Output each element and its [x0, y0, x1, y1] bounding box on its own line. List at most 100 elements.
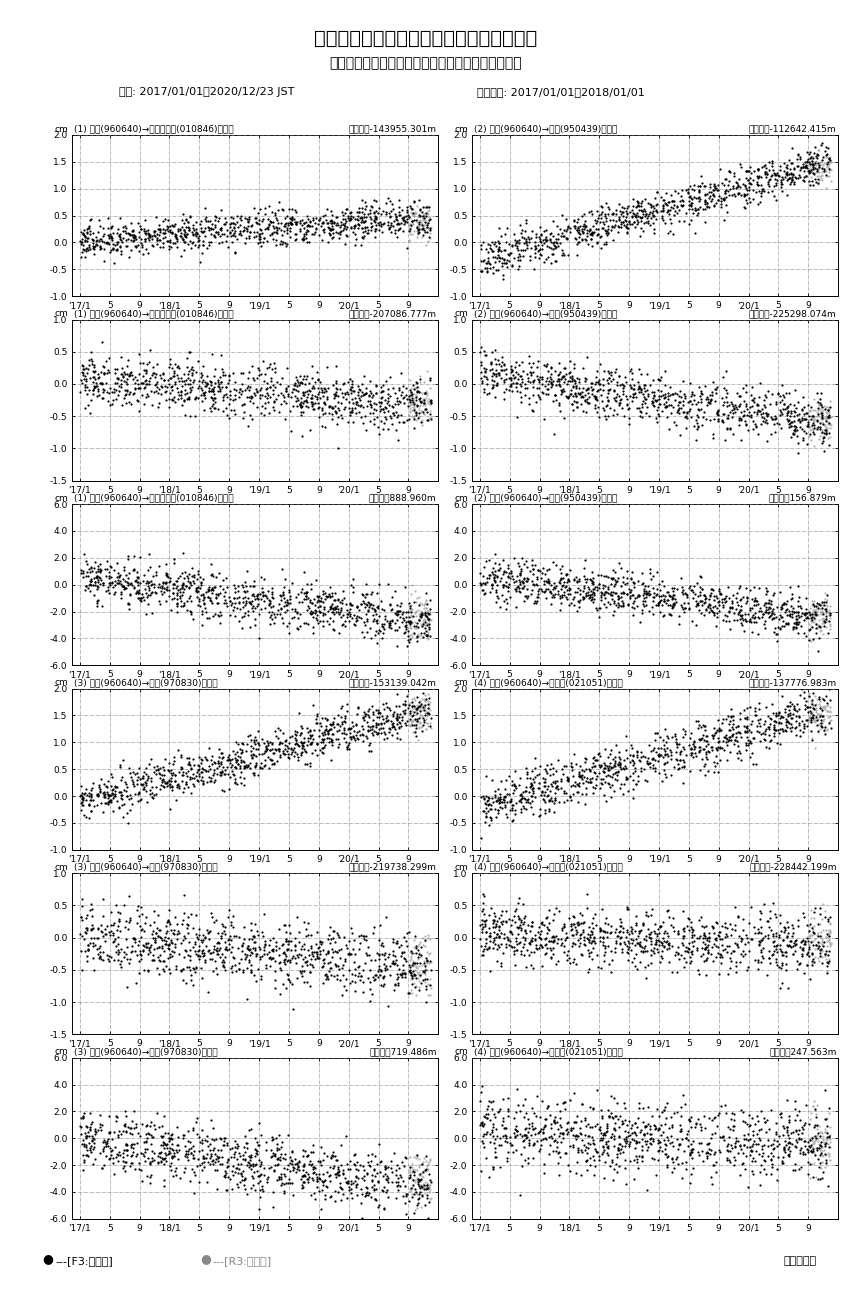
Point	[211, 382, 225, 402]
Point	[719, 724, 733, 745]
Point	[566, 951, 580, 972]
Point	[422, 614, 436, 635]
Point	[339, 383, 352, 404]
Point	[328, 598, 341, 619]
Point	[129, 389, 143, 410]
Point	[238, 572, 252, 593]
Point	[615, 1136, 629, 1157]
Point	[119, 371, 133, 392]
Point	[719, 387, 733, 408]
Point	[266, 360, 279, 380]
Point	[398, 693, 412, 714]
Point	[313, 388, 327, 409]
Point	[627, 1168, 641, 1189]
Point	[809, 700, 823, 720]
Point	[418, 609, 431, 630]
Point	[249, 222, 263, 243]
Point	[228, 386, 242, 406]
Point	[484, 898, 498, 919]
Point	[186, 218, 199, 239]
Point	[770, 935, 784, 955]
Point	[237, 1169, 250, 1190]
Point	[284, 421, 298, 441]
Point	[368, 1189, 381, 1210]
Point	[191, 388, 205, 409]
Point	[399, 386, 413, 406]
Point	[762, 726, 775, 746]
Point	[157, 759, 171, 780]
Point	[786, 617, 800, 637]
Point	[627, 597, 641, 618]
Point	[323, 933, 337, 954]
Point	[479, 1147, 493, 1168]
Point	[775, 707, 789, 728]
Point	[633, 401, 647, 422]
Point	[509, 582, 523, 602]
Point	[274, 1137, 288, 1158]
Point	[363, 206, 377, 227]
Point	[503, 1127, 517, 1147]
Point	[168, 374, 182, 395]
Point	[418, 205, 431, 226]
Point	[479, 803, 493, 824]
Point	[694, 1132, 707, 1153]
Point	[676, 180, 689, 201]
Point	[407, 379, 420, 400]
Point	[416, 395, 430, 415]
Point	[803, 907, 817, 928]
Point	[710, 193, 723, 214]
Point	[561, 245, 574, 266]
Point	[414, 199, 427, 219]
Point	[802, 613, 815, 633]
Point	[84, 785, 98, 806]
Point	[403, 221, 417, 241]
Point	[728, 932, 742, 953]
Point	[814, 710, 828, 731]
Point	[596, 583, 609, 604]
Point	[204, 554, 218, 575]
Point	[93, 228, 106, 249]
Point	[524, 772, 538, 793]
Point	[389, 950, 403, 971]
Point	[269, 221, 283, 241]
Point	[735, 1153, 749, 1173]
Point	[522, 789, 535, 810]
Point	[757, 728, 770, 749]
Point	[640, 901, 654, 922]
Point	[482, 251, 495, 271]
Point	[757, 613, 771, 633]
Point	[660, 582, 674, 602]
Point	[330, 206, 344, 227]
Point	[365, 1169, 379, 1190]
Point	[102, 790, 116, 811]
Point	[505, 369, 518, 389]
Point	[123, 762, 137, 783]
Point	[488, 1142, 502, 1163]
Point	[780, 1120, 794, 1141]
Point	[802, 174, 816, 195]
Point	[814, 1145, 827, 1166]
Point	[822, 611, 836, 632]
Point	[667, 191, 681, 212]
Point	[112, 941, 126, 962]
Point	[417, 1167, 431, 1188]
Point	[162, 356, 175, 376]
Point	[810, 1124, 824, 1145]
Point	[270, 936, 283, 957]
Point	[327, 212, 340, 232]
Point	[391, 713, 404, 733]
Point	[655, 932, 669, 953]
Point	[720, 925, 734, 946]
Point	[101, 391, 115, 411]
Point	[516, 245, 529, 266]
Point	[513, 214, 527, 235]
Point	[816, 932, 830, 953]
Point	[190, 587, 203, 607]
Point	[260, 731, 274, 752]
Point	[731, 592, 745, 613]
Point	[163, 580, 176, 601]
Point	[531, 350, 545, 371]
Point	[586, 567, 600, 588]
Point	[510, 931, 523, 951]
Point	[350, 201, 363, 222]
